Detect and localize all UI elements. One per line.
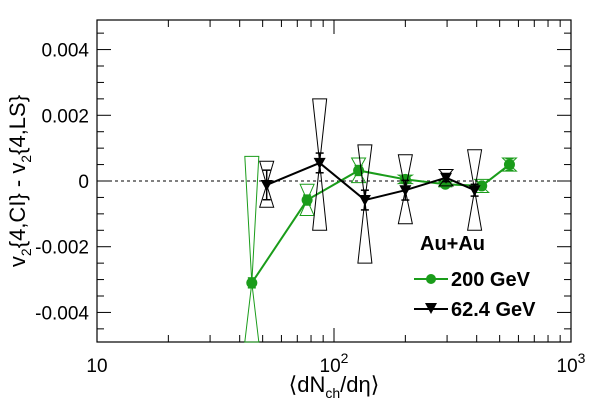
legend-entry-200gev: 200 GeV xyxy=(414,269,531,291)
legend-marker-62gev xyxy=(425,303,437,314)
legend-label-62gev: 62.4 GeV xyxy=(451,299,536,321)
y-tick-label: 0.002 xyxy=(41,106,89,127)
y-tick-label: -0.002 xyxy=(35,238,89,259)
series-line xyxy=(250,163,511,284)
y-tick-label: 0.004 xyxy=(41,41,89,62)
x-axis-title: ⟨dNch/dη⟩ xyxy=(289,372,380,401)
data-point xyxy=(246,277,258,289)
systematic-bowtie xyxy=(244,155,260,343)
data-point xyxy=(353,164,365,176)
y-axis-title: v2{4,CI} - v2{4,LS} xyxy=(5,95,34,267)
data-point xyxy=(468,185,481,197)
legend-label-200gev: 200 GeV xyxy=(451,269,531,291)
legend-header: Au+Au xyxy=(420,233,485,255)
data-point xyxy=(399,185,412,197)
data-point xyxy=(301,194,313,206)
y-tick-label: 0 xyxy=(78,172,89,193)
data-point xyxy=(358,195,371,207)
y-tick-label: -0.004 xyxy=(35,303,89,324)
x-tick-label: 10 xyxy=(86,356,107,377)
data-point xyxy=(260,179,273,191)
data-point xyxy=(313,157,326,169)
data-point xyxy=(440,172,453,184)
data-point xyxy=(503,159,515,171)
series-line xyxy=(266,161,476,202)
x-tick-label: 102 xyxy=(320,350,349,377)
legend-marker-200gev xyxy=(426,274,436,284)
legend: Au+Au 200 GeV 62.4 GeV xyxy=(414,233,536,321)
x-tick-label: 103 xyxy=(557,350,586,377)
data-point xyxy=(476,180,488,192)
legend-entry-62gev: 62.4 GeV xyxy=(414,299,536,321)
series-1 xyxy=(259,98,483,264)
